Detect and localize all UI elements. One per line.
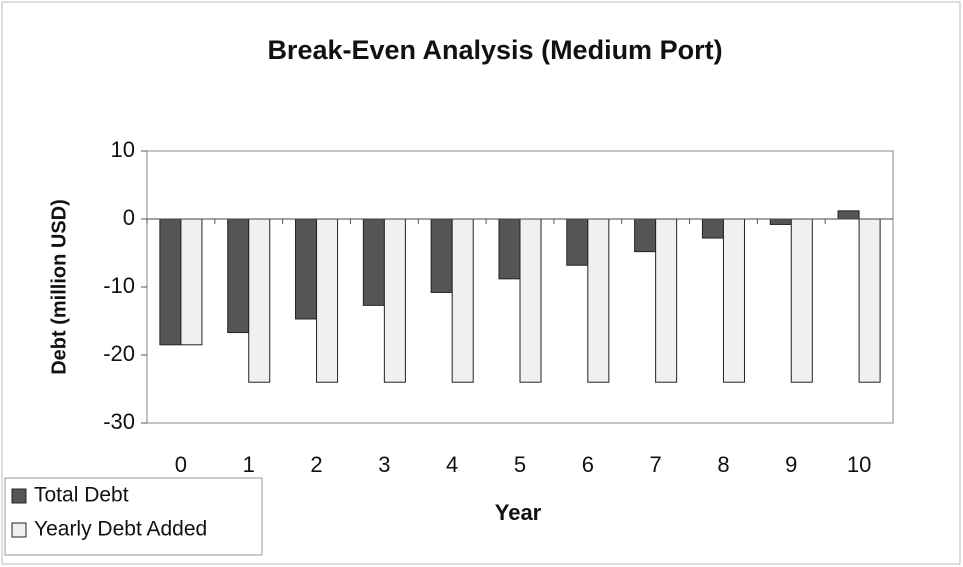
x-tick-label: 2 — [310, 452, 322, 477]
bar — [858, 218, 881, 383]
bar — [566, 218, 589, 266]
bar — [790, 218, 813, 383]
y-tick-label: 10 — [111, 137, 135, 162]
bar — [159, 218, 182, 346]
bar — [769, 218, 792, 225]
x-tick-label: 8 — [717, 452, 729, 477]
legend-swatch — [11, 488, 27, 504]
bar — [316, 218, 339, 383]
y-tick-label: -10 — [103, 273, 135, 298]
x-tick-label: 5 — [514, 452, 526, 477]
bar — [655, 218, 678, 383]
bar — [451, 218, 474, 383]
y-tick-label: 0 — [123, 205, 135, 230]
legend-label: Total Debt — [34, 484, 129, 507]
bar — [362, 218, 385, 306]
bar — [701, 218, 724, 239]
bar — [722, 218, 745, 383]
x-tick-label: 6 — [582, 452, 594, 477]
y-axis-label: Debt (million USD) — [48, 199, 70, 375]
bar — [248, 218, 271, 383]
x-axis-label: Year — [495, 500, 542, 525]
bar — [227, 218, 250, 334]
legend-label: Yearly Debt Added — [34, 518, 207, 541]
bar — [519, 218, 542, 383]
x-tick-label: 0 — [175, 452, 187, 477]
legend-swatch — [11, 522, 27, 538]
bar — [295, 218, 318, 320]
y-tick-label: -30 — [103, 409, 135, 434]
x-tick-label: 1 — [243, 452, 255, 477]
bar — [587, 218, 610, 383]
y-tick-label: -20 — [103, 341, 135, 366]
bar — [383, 218, 406, 383]
bar — [837, 210, 860, 220]
bar — [430, 218, 453, 293]
bar — [498, 218, 521, 280]
legend-box — [4, 477, 263, 556]
x-tick-label: 7 — [650, 452, 662, 477]
x-tick-label: 10 — [847, 452, 871, 477]
x-tick-label: 3 — [378, 452, 390, 477]
bar — [180, 218, 203, 346]
x-tick-label: 4 — [446, 452, 458, 477]
x-tick-label: 9 — [785, 452, 797, 477]
chart-title: Break-Even Analysis (Medium Port) — [267, 35, 722, 65]
bar — [634, 218, 657, 253]
